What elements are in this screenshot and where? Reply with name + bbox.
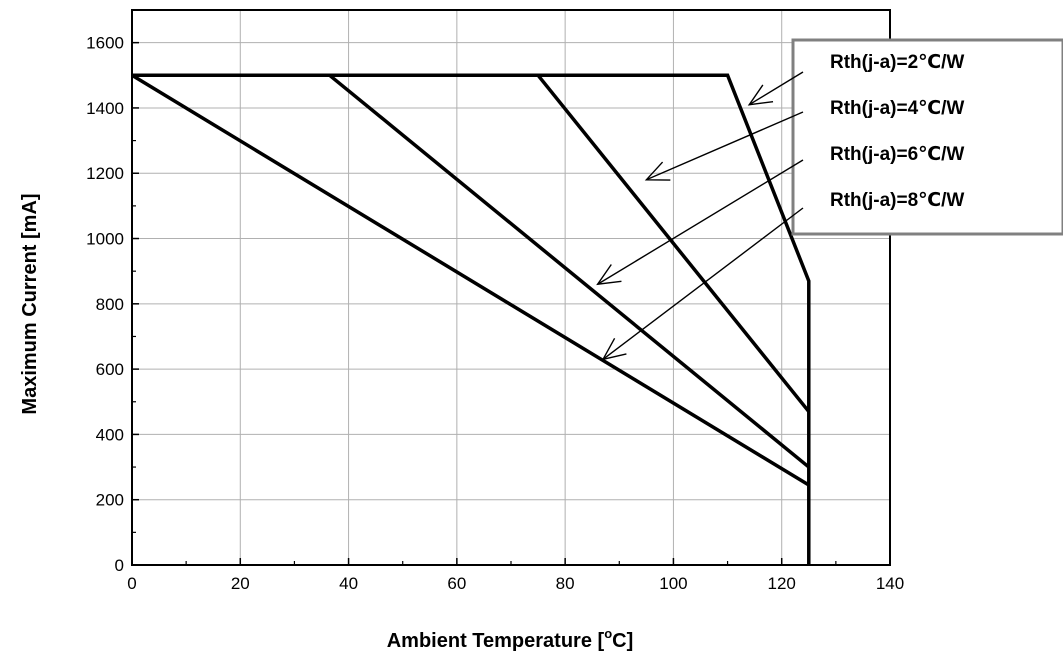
- legend-arrow-line-1: [748, 71, 804, 106]
- plot-frame: [131, 9, 891, 566]
- legend-arrow-head-2: [644, 161, 671, 181]
- x-tick-label: 20: [231, 574, 250, 593]
- legend-label-3: Rth(j-a)=6℃/W: [830, 144, 964, 165]
- x-tick-label: 120: [768, 574, 796, 593]
- series-layer: [131, 73, 811, 565]
- x-axis-title-degree: o: [604, 626, 612, 641]
- y-tick-label: 600: [96, 360, 124, 379]
- legend-layer: Rth(j-a)=2℃/W Rth(j-a)=4℃/W Rth(j-a)=6℃/W R…: [596, 38, 1063, 361]
- series-line-1: [132, 73, 811, 565]
- x-tick-label: 100: [659, 574, 687, 593]
- grid-layer: [132, 10, 890, 565]
- legend-arrow-head-1: [747, 84, 774, 106]
- legend-arrow-line-4: [602, 207, 804, 360]
- legend-arrow-head-3: [596, 264, 622, 286]
- x-axis-title: Ambient Temperature [oC]: [387, 626, 634, 652]
- y-tick-label: 1200: [86, 164, 124, 183]
- legend-arrow-head-4: [601, 337, 627, 361]
- legend-arrow-line-3: [597, 159, 804, 285]
- legend-label-1: Rth(j-a)=2℃/W: [830, 52, 964, 73]
- y-tick-label: 1000: [86, 230, 124, 249]
- y-tick-label: 200: [96, 491, 124, 510]
- x-tick-label: 140: [876, 574, 904, 593]
- y-tick-label: 800: [96, 295, 124, 314]
- x-tick-label: 80: [556, 574, 575, 593]
- y-tick-label: 400: [96, 425, 124, 444]
- legend-box: [791, 38, 1063, 236]
- y-axis-title: Maximum Current [mA]: [19, 193, 41, 414]
- series-line-2: [536, 74, 811, 413]
- x-axis-title-text: Ambient Temperature [: [387, 630, 605, 652]
- legend-arrow-line-2: [646, 111, 804, 181]
- x-axis-title-unit: C]: [612, 630, 633, 652]
- y-tick-label: 0: [115, 556, 124, 575]
- y-tick-label: 1600: [86, 34, 124, 53]
- series-line-3: [328, 73, 810, 469]
- x-tick-label: 0: [127, 574, 136, 593]
- tick-layer: 0 20 40 60 80 100 120 1400200400600800100012001…: [86, 34, 904, 593]
- y-tick-label: 1400: [86, 99, 124, 118]
- legend-label-4: Rth(j-a)=8℃/W: [830, 190, 964, 211]
- x-tick-label: 40: [339, 574, 358, 593]
- legend-label-2: Rth(j-a)=4℃/W: [830, 98, 964, 119]
- series-line-4: [131, 73, 810, 487]
- x-tick-label: 60: [447, 574, 466, 593]
